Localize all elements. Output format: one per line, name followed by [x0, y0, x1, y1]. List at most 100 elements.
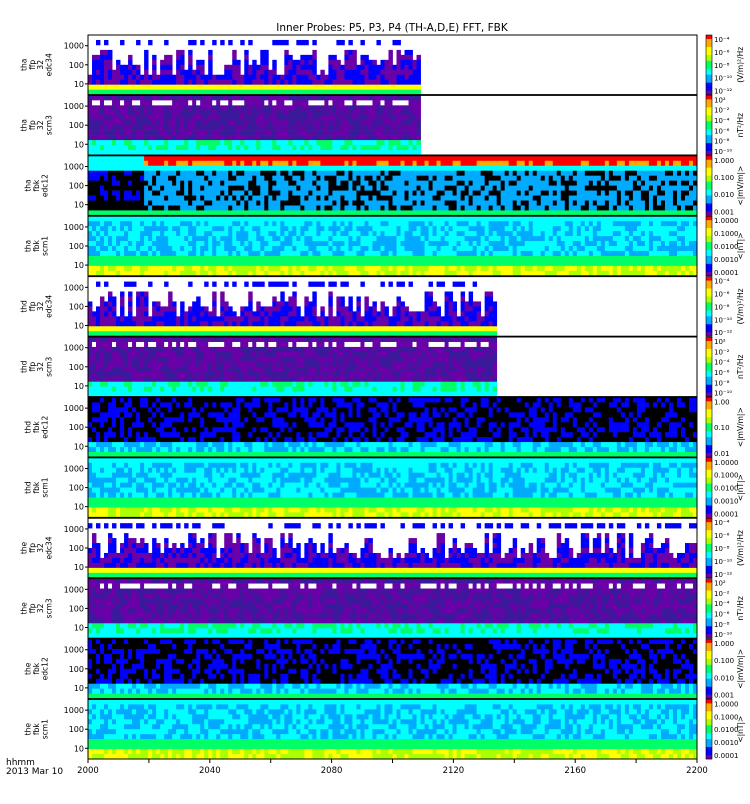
colorbar-tick: 10⁻⁶ — [714, 49, 730, 57]
colorbar-tick: 1.000 — [714, 157, 734, 165]
colorbar-tick: 10⁻⁶ — [714, 291, 730, 299]
y-tick-label: 1000 — [64, 706, 84, 715]
colorbar-tick: 10² — [714, 338, 726, 346]
colorbar-tick: 0.100 — [714, 657, 734, 665]
colorbar-tick: 10⁻⁸ — [714, 138, 730, 146]
colorbar-tick: 1.00 — [714, 398, 730, 406]
y-tick-label: 1000 — [64, 525, 84, 534]
colorbar-tick: 10⁻¹² — [714, 88, 732, 96]
colorbar-tick: 10⁻⁸ — [714, 545, 730, 553]
date-label: 2013 Mar 10 — [6, 767, 63, 777]
x-tick-label: 2040 — [199, 766, 221, 776]
colorbar-tick: 0.0001 — [714, 752, 739, 760]
y-tick-label: 1000 — [64, 344, 84, 353]
y-tick-label: 1000 — [64, 465, 84, 474]
panel-label: thefbkscm1 — [24, 719, 50, 739]
colorbar-tick: 10⁻¹⁰ — [714, 558, 732, 566]
colorbar: 1.0000.1000.0100.001<|mV/m|> — [706, 156, 745, 217]
y-tick-label: 100 — [69, 363, 84, 372]
y-tick-label: 100 — [69, 725, 84, 734]
colorbar-tick: 10⁻⁴ — [714, 519, 730, 527]
colorbar: 1.000.100.01<|mV/m|> — [706, 397, 745, 458]
colorbar-tick: 1.000 — [714, 640, 734, 648]
colorbar-tick: 0.0100 — [714, 726, 739, 734]
y-tick-label: 10 — [74, 321, 84, 330]
colorbar-tick: 0.1000 — [714, 230, 739, 238]
colorbar-tick: 10⁻⁶ — [714, 532, 730, 540]
colorbar: 1.0000.1000.0100.001<|mV/m|> — [706, 639, 745, 700]
y-tick-label: 1000 — [64, 223, 84, 232]
panel-the-fbk-edc12: 100010010thefbkedc121.0000.1000.0100.001… — [24, 639, 745, 700]
colorbar-tick: 0.0010 — [714, 739, 739, 747]
colorbar-tick: 0.0001 — [714, 510, 739, 518]
colorbar-unit: <|nT|> — [736, 716, 745, 743]
x-tick-label: 2000 — [77, 766, 99, 776]
y-tick-label: 1000 — [64, 646, 84, 655]
colorbar-tick: 10⁻⁶ — [714, 611, 730, 619]
y-tick-label: 1000 — [64, 163, 84, 172]
y-tick-label: 10 — [74, 201, 84, 210]
y-tick-label: 100 — [69, 121, 84, 130]
y-tick-label: 10 — [74, 503, 84, 512]
y-tick-label: 1000 — [64, 102, 84, 111]
colorbar-tick: 10⁻¹² — [714, 329, 732, 337]
colorbar-tick: 10⁻⁴ — [714, 278, 730, 286]
y-tick-label: 1000 — [64, 585, 84, 594]
colorbar-tick: 0.0010 — [714, 498, 739, 506]
svg-text:edc34: edc34 — [45, 53, 54, 76]
colorbar-unit: nT²/Hz — [736, 113, 745, 138]
colorbar-tick: 10⁻⁴ — [714, 359, 730, 367]
y-tick-label: 10 — [74, 382, 84, 391]
y-tick-label: 10 — [74, 623, 84, 632]
colorbar-tick: 10⁻¹⁰ — [714, 390, 732, 398]
x-tick-label: 2160 — [564, 766, 586, 776]
colorbar-tick: 0.10 — [714, 424, 730, 432]
colorbar-unit: <|nT|> — [736, 474, 745, 501]
colorbar-tick: 0.100 — [714, 174, 734, 182]
y-tick-label: 100 — [69, 242, 84, 251]
colorbar-tick: 1.0000 — [714, 459, 739, 467]
colorbar-tick: 10⁻⁸ — [714, 303, 730, 311]
colorbar-tick: 10⁻⁸ — [714, 621, 730, 629]
x-tick-label: 2200 — [686, 766, 708, 776]
colorbar-tick: 0.0001 — [714, 269, 739, 277]
colorbar-unit: <|mV/m|> — [736, 649, 745, 689]
y-tick-label: 100 — [69, 604, 84, 613]
colorbar-tick: 1.0000 — [714, 700, 739, 708]
colorbar-tick: 0.010 — [714, 191, 734, 199]
colorbar-tick: 10² — [714, 96, 726, 104]
colorbar-tick: 10⁻⁸ — [714, 379, 730, 387]
colorbar-tick: 0.0100 — [714, 243, 739, 251]
colorbar-tick: 0.1000 — [714, 713, 739, 721]
y-tick-label: 100 — [69, 302, 84, 311]
x-tick-label: 2080 — [321, 766, 343, 776]
svg-text:scm3: scm3 — [45, 115, 54, 135]
colorbar-tick: 10² — [714, 580, 726, 588]
colorbar-tick: 10⁻¹⁰ — [714, 631, 732, 639]
y-tick-label: 10 — [74, 744, 84, 753]
colorbar-tick: 10⁻⁴ — [714, 36, 730, 44]
colorbar-tick: 0.0010 — [714, 256, 739, 264]
colorbar-tick: 0.001 — [714, 208, 734, 216]
colorbar-unit: nT²/Hz — [736, 596, 745, 621]
colorbar-tick: 0.01 — [714, 450, 730, 458]
